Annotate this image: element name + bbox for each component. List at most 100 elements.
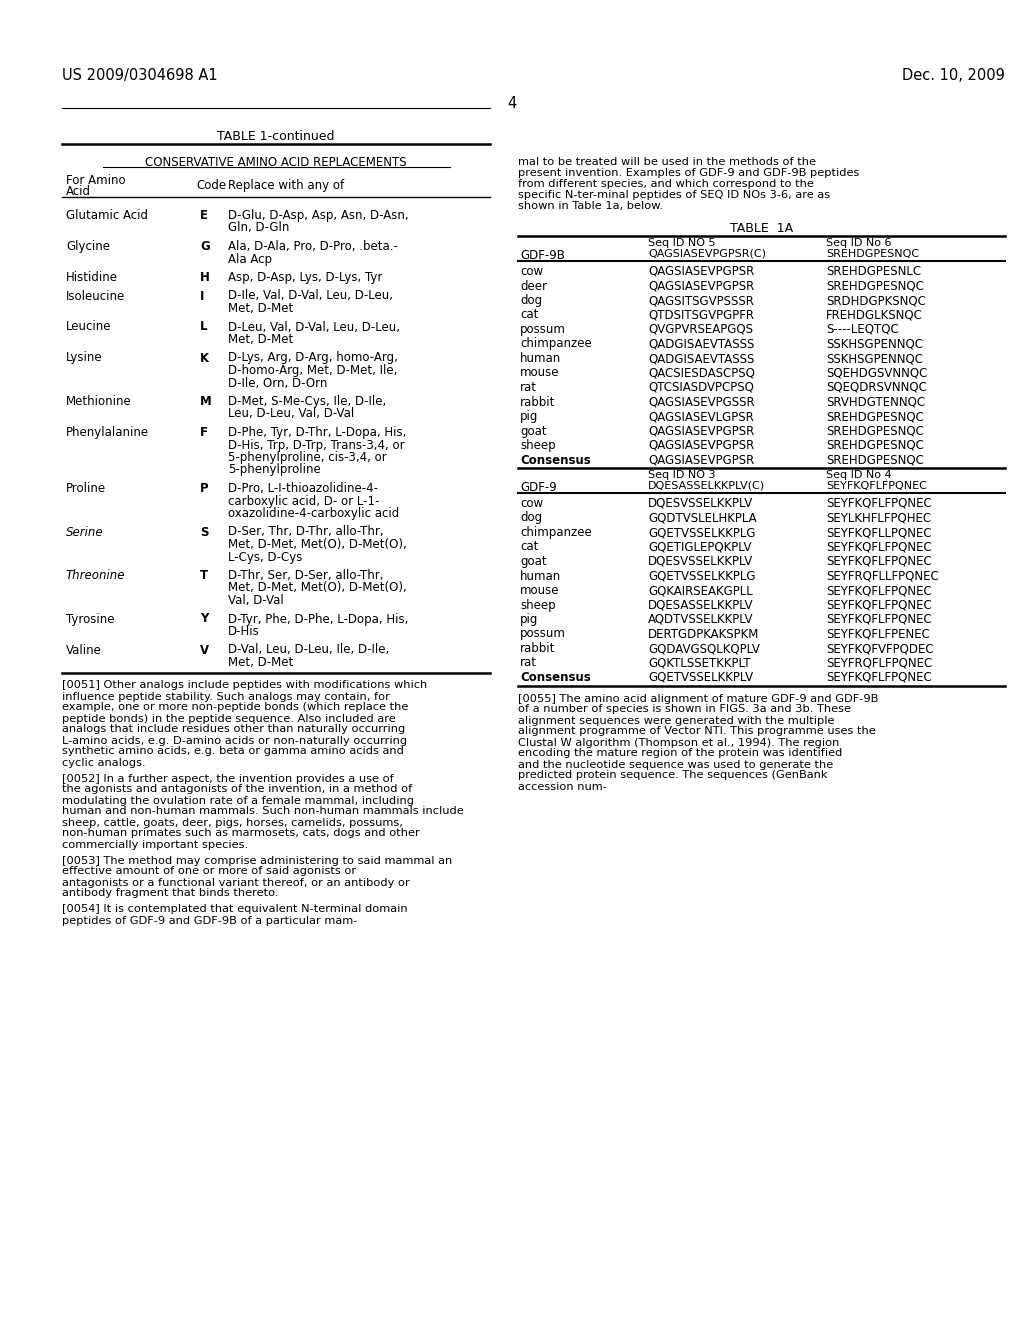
Text: oxazolidine-4-carboxylic acid: oxazolidine-4-carboxylic acid bbox=[228, 507, 399, 520]
Text: Asp, D-Asp, Lys, D-Lys, Tyr: Asp, D-Asp, Lys, D-Lys, Tyr bbox=[228, 271, 382, 284]
Text: chimpanzee: chimpanzee bbox=[520, 338, 592, 351]
Text: Met, D-Met, Met(O), D-Met(O),: Met, D-Met, Met(O), D-Met(O), bbox=[228, 582, 407, 594]
Text: D-Met, S-Me-Cys, Ile, D-Ile,: D-Met, S-Me-Cys, Ile, D-Ile, bbox=[228, 395, 386, 408]
Text: L-Cys, D-Cys: L-Cys, D-Cys bbox=[228, 550, 302, 564]
Text: Serine: Serine bbox=[66, 525, 103, 539]
Text: analogs that include residues other than naturally occurring: analogs that include residues other than… bbox=[62, 725, 406, 734]
Text: SREHDGPESNQC: SREHDGPESNQC bbox=[826, 425, 924, 437]
Text: goat: goat bbox=[520, 554, 547, 568]
Text: antibody fragment that binds thereto.: antibody fragment that binds thereto. bbox=[62, 888, 279, 899]
Text: alignment programme of Vector NTI. This programme uses the: alignment programme of Vector NTI. This … bbox=[518, 726, 876, 737]
Text: sheep, cattle, goats, deer, pigs, horses, camelids, possums,: sheep, cattle, goats, deer, pigs, horses… bbox=[62, 817, 402, 828]
Text: pig: pig bbox=[520, 612, 539, 626]
Text: GQETIGLEPQKPLV: GQETIGLEPQKPLV bbox=[648, 540, 752, 553]
Text: Seq ID No 6: Seq ID No 6 bbox=[826, 238, 892, 248]
Text: DQESASSELKKPLV: DQESASSELKKPLV bbox=[648, 598, 754, 611]
Text: SSKHSGPENNQC: SSKHSGPENNQC bbox=[826, 352, 923, 366]
Text: possum: possum bbox=[520, 323, 566, 337]
Text: Methionine: Methionine bbox=[66, 395, 132, 408]
Text: L-amino acids, e.g. D-amino acids or non-naturally occurring: L-amino acids, e.g. D-amino acids or non… bbox=[62, 735, 408, 746]
Text: human and non-human mammals. Such non-human mammals include: human and non-human mammals. Such non-hu… bbox=[62, 807, 464, 817]
Text: SEYFKQFLFPQNEC: SEYFKQFLFPQNEC bbox=[826, 583, 932, 597]
Text: SEYFKQFLFPQNEC: SEYFKQFLFPQNEC bbox=[826, 498, 932, 510]
Text: D-Ser, Thr, D-Thr, allo-Thr,: D-Ser, Thr, D-Thr, allo-Thr, bbox=[228, 525, 384, 539]
Text: SEYFKQFLLPQNEC: SEYFKQFLLPQNEC bbox=[826, 525, 932, 539]
Text: M: M bbox=[200, 395, 212, 408]
Text: D-Tyr, Phe, D-Phe, L-Dopa, His,: D-Tyr, Phe, D-Phe, L-Dopa, His, bbox=[228, 612, 409, 626]
Text: specific N-ter-minal peptides of SEQ ID NOs 3-6, are as: specific N-ter-minal peptides of SEQ ID … bbox=[518, 190, 830, 201]
Text: GQKTLSSETKKPLT: GQKTLSSETKKPLT bbox=[648, 656, 751, 669]
Text: synthetic amino acids, e.g. beta or gamma amino acids and: synthetic amino acids, e.g. beta or gamm… bbox=[62, 747, 403, 756]
Text: SEYFKQFLFPQNEC: SEYFKQFLFPQNEC bbox=[826, 612, 932, 626]
Text: from different species, and which correspond to the: from different species, and which corres… bbox=[518, 180, 814, 189]
Text: TABLE 1-continued: TABLE 1-continued bbox=[217, 129, 335, 143]
Text: shown in Table 1a, below.: shown in Table 1a, below. bbox=[518, 201, 664, 211]
Text: Clustal W algorithm (Thompson et al., 1994). The region: Clustal W algorithm (Thompson et al., 19… bbox=[518, 738, 840, 747]
Text: QAGSIASEVPGSSR: QAGSIASEVPGSSR bbox=[648, 396, 755, 408]
Text: GDF-9: GDF-9 bbox=[520, 480, 557, 494]
Text: mal to be treated will be used in the methods of the: mal to be treated will be used in the me… bbox=[518, 157, 816, 168]
Text: Leucine: Leucine bbox=[66, 321, 112, 334]
Text: D-His: D-His bbox=[228, 624, 260, 638]
Text: Threonine: Threonine bbox=[66, 569, 126, 582]
Text: Tyrosine: Tyrosine bbox=[66, 612, 115, 626]
Text: QADGISAEVTASSS: QADGISAEVTASSS bbox=[648, 352, 755, 366]
Text: Phenylalanine: Phenylalanine bbox=[66, 426, 150, 440]
Text: Met, D-Met: Met, D-Met bbox=[228, 333, 293, 346]
Text: rat: rat bbox=[520, 656, 537, 669]
Text: Met, D-Met: Met, D-Met bbox=[228, 302, 293, 315]
Text: modulating the ovulation rate of a female mammal, including: modulating the ovulation rate of a femal… bbox=[62, 796, 414, 805]
Text: V: V bbox=[200, 644, 209, 656]
Text: SEYFKQFLFPQNEC: SEYFKQFLFPQNEC bbox=[826, 598, 932, 611]
Text: For Amino: For Amino bbox=[66, 174, 126, 187]
Text: SREHDGPESNQC: SREHDGPESNQC bbox=[826, 440, 924, 451]
Text: Met, D-Met: Met, D-Met bbox=[228, 656, 293, 669]
Text: Leu, D-Leu, Val, D-Val: Leu, D-Leu, Val, D-Val bbox=[228, 408, 354, 421]
Text: SEYFKQFVFPQDEC: SEYFKQFVFPQDEC bbox=[826, 642, 934, 655]
Text: Lysine: Lysine bbox=[66, 351, 102, 364]
Text: Acid: Acid bbox=[66, 185, 91, 198]
Text: SEYFRQFLFPQNEC: SEYFRQFLFPQNEC bbox=[826, 656, 932, 669]
Text: D-Leu, Val, D-Val, Leu, D-Leu,: D-Leu, Val, D-Val, Leu, D-Leu, bbox=[228, 321, 400, 334]
Text: QAGSITSGVPSSSR: QAGSITSGVPSSSR bbox=[648, 294, 754, 308]
Text: rabbit: rabbit bbox=[520, 396, 555, 408]
Text: Y: Y bbox=[200, 612, 208, 626]
Text: 5-phenylproline: 5-phenylproline bbox=[228, 463, 321, 477]
Text: D-His, Trp, D-Trp, Trans-3,4, or: D-His, Trp, D-Trp, Trans-3,4, or bbox=[228, 438, 404, 451]
Text: GDF-9B: GDF-9B bbox=[520, 249, 565, 261]
Text: SREHDGPESNQC: SREHDGPESNQC bbox=[826, 280, 924, 293]
Text: Histidine: Histidine bbox=[66, 271, 118, 284]
Text: QAGSIASEVPGPSR(C): QAGSIASEVPGPSR(C) bbox=[648, 249, 766, 259]
Text: SEYFKQFLFPQNEC: SEYFKQFLFPQNEC bbox=[826, 554, 932, 568]
Text: G: G bbox=[200, 240, 210, 253]
Text: Consensus: Consensus bbox=[520, 454, 591, 466]
Text: 4: 4 bbox=[507, 96, 517, 111]
Text: [0053] The method may comprise administering to said mammal an: [0053] The method may comprise administe… bbox=[62, 855, 453, 866]
Text: S----LEQTQC: S----LEQTQC bbox=[826, 323, 899, 337]
Text: and the nucleotide sequence was used to generate the: and the nucleotide sequence was used to … bbox=[518, 759, 834, 770]
Text: SEYFRQFLLFPQNEC: SEYFRQFLLFPQNEC bbox=[826, 569, 939, 582]
Text: Seq ID NO 5: Seq ID NO 5 bbox=[648, 238, 716, 248]
Text: FREHDGLKSNQC: FREHDGLKSNQC bbox=[826, 309, 923, 322]
Text: SEYFKQFLFPQNEC: SEYFKQFLFPQNEC bbox=[826, 480, 927, 491]
Text: SEYFKQFLFPENEC: SEYFKQFLFPENEC bbox=[826, 627, 930, 640]
Text: [0052] In a further aspect, the invention provides a use of: [0052] In a further aspect, the inventio… bbox=[62, 774, 394, 784]
Text: cat: cat bbox=[520, 309, 539, 322]
Text: mouse: mouse bbox=[520, 583, 559, 597]
Text: GQKAIRSEAKGPLL: GQKAIRSEAKGPLL bbox=[648, 583, 753, 597]
Text: SRDHDGPKSNQC: SRDHDGPKSNQC bbox=[826, 294, 926, 308]
Text: carboxylic acid, D- or L-1-: carboxylic acid, D- or L-1- bbox=[228, 495, 379, 507]
Text: Dec. 10, 2009: Dec. 10, 2009 bbox=[902, 69, 1005, 83]
Text: K: K bbox=[200, 351, 209, 364]
Text: peptides of GDF-9 and GDF-9B of a particular mam-: peptides of GDF-9 and GDF-9B of a partic… bbox=[62, 916, 357, 925]
Text: Gln, D-Gln: Gln, D-Gln bbox=[228, 222, 290, 235]
Text: 5-phenylproline, cis-3,4, or: 5-phenylproline, cis-3,4, or bbox=[228, 451, 387, 465]
Text: SEYFKQFLFPQNEC: SEYFKQFLFPQNEC bbox=[826, 671, 932, 684]
Text: Replace with any of: Replace with any of bbox=[228, 180, 344, 191]
Text: [0055] The amino acid alignment of mature GDF-9 and GDF-9B: [0055] The amino acid alignment of matur… bbox=[518, 693, 879, 704]
Text: the agonists and antagonists of the invention, in a method of: the agonists and antagonists of the inve… bbox=[62, 784, 413, 795]
Text: P: P bbox=[200, 482, 209, 495]
Text: accession num-: accession num- bbox=[518, 781, 607, 792]
Text: QAGSIASEVPGPSR: QAGSIASEVPGPSR bbox=[648, 454, 755, 466]
Text: present invention. Examples of GDF-9 and GDF-9B peptides: present invention. Examples of GDF-9 and… bbox=[518, 168, 859, 178]
